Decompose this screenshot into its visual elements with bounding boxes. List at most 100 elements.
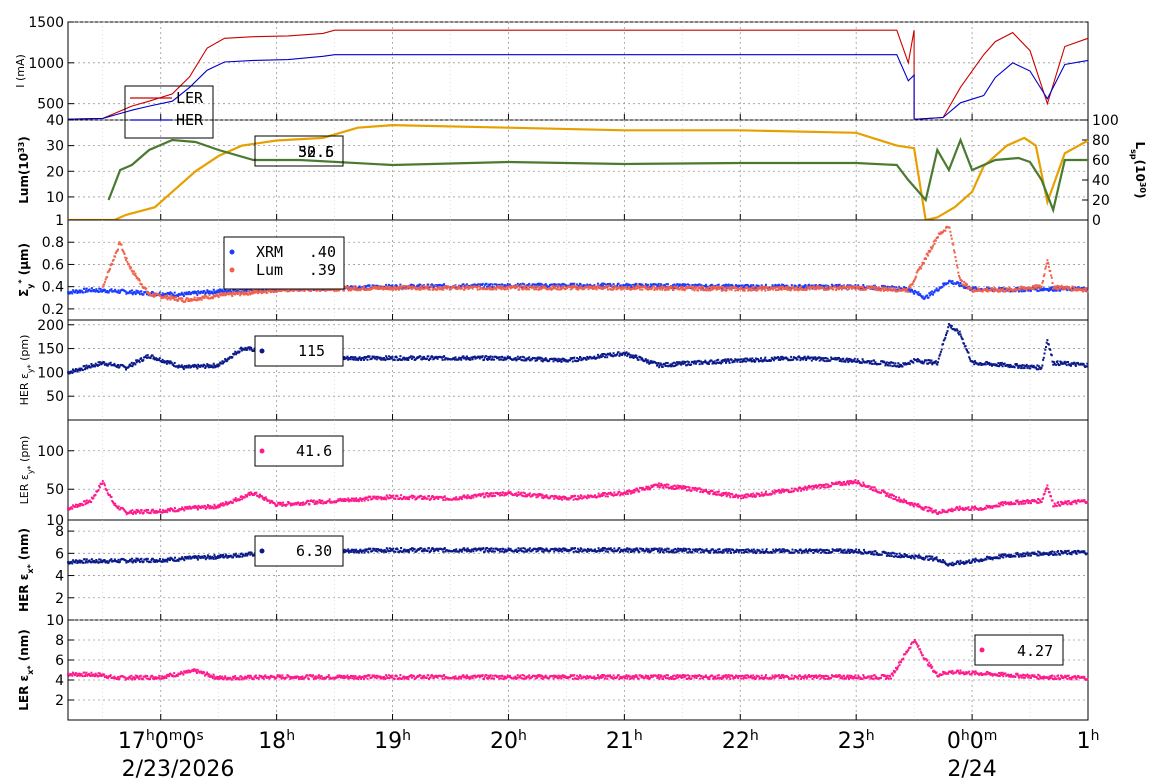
data-point <box>999 362 1002 364</box>
data-point <box>248 291 251 294</box>
data-point <box>672 284 674 287</box>
data-point <box>256 289 259 292</box>
data-point <box>333 289 336 292</box>
data-point <box>433 497 436 500</box>
data-point <box>445 287 448 290</box>
data-point <box>125 292 128 295</box>
data-point <box>773 356 776 359</box>
data-point <box>134 511 137 514</box>
data-point <box>985 290 988 292</box>
data-point <box>846 288 849 291</box>
data-point <box>972 360 975 363</box>
data-point <box>468 287 471 290</box>
data-point <box>797 289 800 292</box>
data-point <box>904 362 907 365</box>
data-point <box>695 286 698 289</box>
data-point <box>1050 276 1053 279</box>
data-point <box>937 289 940 292</box>
data-point <box>77 504 80 507</box>
data-point <box>96 364 99 367</box>
data-point <box>905 289 908 292</box>
data-point <box>1084 287 1087 290</box>
data-point <box>246 495 249 498</box>
data-point <box>76 370 79 373</box>
data-point <box>95 288 98 291</box>
data-point <box>1035 366 1037 369</box>
data-point <box>762 359 765 362</box>
data-point <box>934 361 937 364</box>
data-point <box>379 356 382 359</box>
data-point <box>1019 288 1022 291</box>
data-point <box>540 359 543 362</box>
data-point <box>205 365 208 368</box>
data-point <box>99 287 102 290</box>
ytick-label: 50 <box>46 389 64 405</box>
data-point <box>1070 287 1072 290</box>
data-point <box>247 289 250 292</box>
data-point <box>240 292 243 295</box>
data-point <box>241 290 244 293</box>
data-point <box>245 290 248 293</box>
data-point <box>797 286 800 289</box>
data-point <box>307 500 310 502</box>
data-point <box>248 491 251 494</box>
data-point <box>163 296 165 299</box>
data-point <box>177 295 180 298</box>
data-point <box>576 357 579 359</box>
data-point <box>335 289 338 292</box>
data-point <box>822 287 825 289</box>
data-point <box>109 361 112 364</box>
data-point <box>672 286 675 289</box>
data-point <box>687 287 689 290</box>
data-point <box>234 350 237 353</box>
data-point <box>541 285 544 288</box>
data-point <box>1023 367 1026 369</box>
data-point <box>212 362 215 365</box>
data-point <box>1055 289 1058 292</box>
data-point <box>755 289 758 292</box>
data-point <box>855 287 858 290</box>
data-point <box>835 284 838 286</box>
data-point <box>560 360 563 363</box>
data-point <box>802 358 805 361</box>
data-point <box>553 287 556 290</box>
data-point <box>498 358 501 361</box>
data-point <box>1037 368 1040 371</box>
data-point <box>250 491 253 494</box>
data-point <box>1011 288 1014 291</box>
ylabel-text: I (mA) <box>14 54 27 88</box>
data-point <box>750 284 752 287</box>
data-point <box>352 356 355 359</box>
data-point <box>471 286 473 289</box>
data-point <box>273 290 276 293</box>
data-point <box>390 288 393 291</box>
data-point <box>399 287 402 290</box>
data-point <box>536 282 539 285</box>
data-point <box>119 508 122 511</box>
data-point <box>409 287 412 290</box>
data-point <box>203 364 206 367</box>
data-point <box>685 364 688 367</box>
data-point <box>279 503 282 506</box>
data-point <box>826 357 829 360</box>
data-point <box>140 357 143 360</box>
data-point <box>189 505 192 508</box>
data-point <box>420 358 423 361</box>
data-point <box>237 498 240 501</box>
data-point <box>829 359 832 362</box>
data-point <box>158 357 161 360</box>
data-point <box>205 291 208 294</box>
data-point <box>727 360 730 363</box>
data-point <box>741 288 744 291</box>
data-point <box>789 359 792 362</box>
data-point <box>536 286 539 289</box>
data-point <box>433 285 435 288</box>
data-point <box>92 290 95 293</box>
data-point <box>483 284 486 287</box>
data-point <box>1051 360 1054 363</box>
data-point <box>798 288 801 291</box>
data-point <box>733 286 736 288</box>
data-point <box>890 361 893 364</box>
data-point <box>908 288 911 291</box>
data-point <box>184 300 187 303</box>
